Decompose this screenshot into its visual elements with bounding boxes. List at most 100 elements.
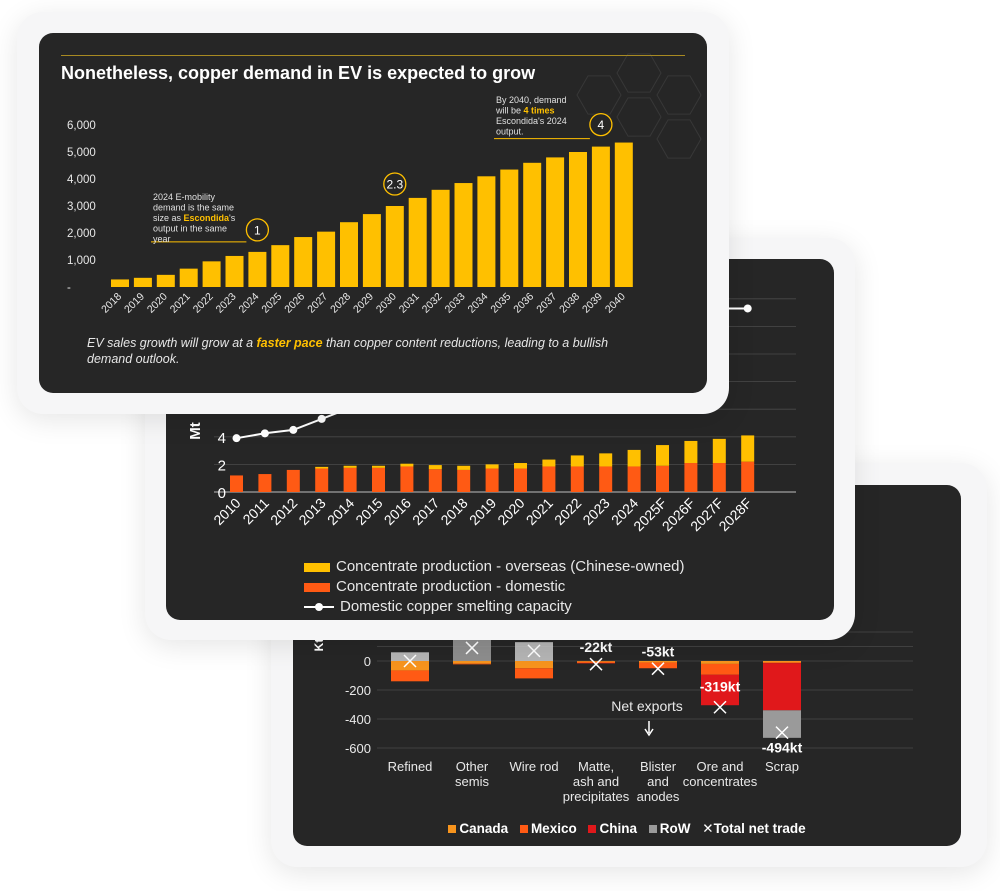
bar [340,222,358,287]
bar-domestic [457,469,471,492]
y-axis-label: Mt [187,422,204,440]
bar-overseas [372,465,385,468]
x-tick-label: 2023 [214,291,239,316]
total-marker [403,654,417,668]
y-tick-label: 0 [364,654,371,669]
x-tick-label: 2025 [259,291,284,316]
x-tick-label: 2013 [295,495,328,528]
x-tick-label: 2038 [557,291,582,316]
legend-domestic: Concentrate production - domestic [304,577,685,597]
callout-text: output. [496,127,524,137]
x-tick-label: semis [455,774,489,789]
bar-positive [453,639,491,661]
smelting-point [260,429,269,438]
hex-shape [656,75,702,115]
legend-mexico: Mexico [519,821,577,836]
x-tick-label: 2012 [267,495,300,528]
bar-overseas [656,445,669,466]
bar-domestic [514,468,527,492]
x-tick-label: 2017 [409,495,442,528]
title-rule [61,55,685,56]
bar-segment [577,661,615,664]
bar-overseas [315,466,329,469]
x-tick-label: 2035 [488,291,513,316]
x-tick-label: Matte, [578,759,614,774]
smelting-point [743,304,752,313]
bar-overseas [485,464,499,469]
y-tick-label: 4 [218,430,226,447]
bar-segment [453,663,491,665]
x-tick-label: 2020 [145,291,170,316]
x-tick-label: 2024 [237,291,262,316]
total-marker [465,641,479,655]
bar-domestic [258,474,272,492]
x-tick-label: anodes [637,789,680,804]
total-marker [589,657,603,671]
hex-shape [576,75,622,115]
x-tick-label: 2018 [437,495,470,528]
x-tick-label: 2040 [603,291,628,316]
x-tick-label: Wire rod [509,759,558,774]
data-label: -319kt [700,678,741,694]
x-tick-label: 2033 [443,291,468,316]
bar [111,279,129,287]
callout-text: Escondida's 2024 [496,116,567,126]
bar-segment [763,710,801,738]
y-tick-label: 4,000 [67,174,96,186]
y-tick-label: 2,000 [67,228,96,240]
bar-segment [701,674,739,706]
bar [202,261,221,287]
bar-domestic [741,461,755,492]
bar-domestic [343,467,357,492]
bar [179,268,198,287]
x-tick-label: precipitates [563,789,630,804]
bar [248,251,267,287]
y-tick-label: 2 [218,457,226,474]
bar-overseas [712,438,726,464]
bar-overseas [599,453,613,467]
bar-segment [763,661,801,663]
x-tick-label: 2010 [210,495,243,528]
x-tick-label: 2020 [494,495,527,528]
bar-domestic [599,466,613,492]
bar-segment [515,668,553,679]
bar-domestic [542,466,556,492]
net-exports-label: Net exports [611,698,683,714]
x-tick-label: 2028 [328,291,353,316]
bar-segment [577,661,615,662]
bar-segment [515,661,553,669]
bar-overseas [542,459,556,467]
legend-china: China [588,821,637,836]
bar-overseas [514,463,527,469]
x-tick-label: 2036 [511,291,536,316]
smelting-point [289,425,298,434]
y-tick-label: 5,000 [67,147,96,159]
data-label: -494kt [762,740,803,756]
callout-text: will be 4 times [495,106,555,116]
bar [546,157,565,287]
x-tick-label: 2028F [715,495,754,534]
bar [294,237,313,287]
smelting-point [317,414,326,423]
bar [500,169,519,287]
bar-overseas [627,449,641,467]
x-tick-label: 2022 [191,291,216,316]
ev-demand-chart: -1,0002,0003,0004,0005,0006,000201820192… [67,53,702,316]
bar [385,206,404,287]
hex-shape [616,53,662,93]
callout-text: demand is the same [153,203,234,213]
x-tick-label: Other [456,759,489,774]
bar-domestic [656,465,669,492]
callout-text: 2024 E-mobility [153,192,216,202]
x-tick-label: ash and [573,774,619,789]
bar-domestic [315,468,329,492]
y-tick-label: 0 [218,485,226,502]
total-marker [775,726,789,740]
net-exports-arrow [644,721,654,737]
bar-segment [391,661,429,671]
bar [614,142,633,287]
x-tick-label: 2030 [374,291,399,316]
x-tick-label: Blister [640,759,677,774]
bar-domestic [712,463,726,492]
bar-segment [391,670,429,682]
